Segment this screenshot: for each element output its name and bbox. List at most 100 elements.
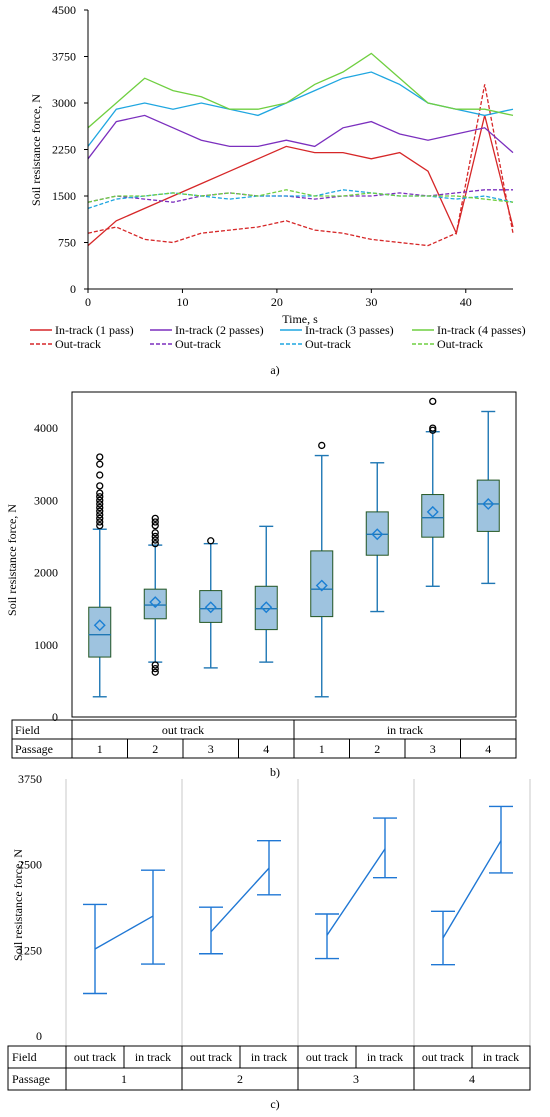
table-cell: in track [367,1050,403,1064]
outlier-point [96,500,104,508]
table-cell: out track [422,1050,464,1064]
panel-c-ylabel: Soil resistance force, N [11,849,25,961]
outlier-point [96,453,104,461]
y-tick-label: 0 [52,710,58,724]
legend-label-1: In-track (1 pass) [55,323,134,337]
box-3 [199,537,223,669]
box-body [476,479,500,532]
y-tick-label: 0 [36,1029,42,1043]
panel-a-line-chart: Soil resistance force, N 075015002250300… [29,3,526,377]
table-cell: in track [135,1050,171,1064]
box-mean-marker [315,579,328,592]
outlier-point [96,493,104,501]
x-tick-label: 30 [365,295,377,309]
series-line-1 [87,115,514,247]
box-body [254,585,278,631]
outlier-point [96,514,104,523]
y-tick-label: 2500 [18,858,42,872]
table-cell: in track [483,1050,519,1064]
box-4 [254,525,278,663]
box-mean-marker [426,505,439,518]
box-body [199,590,223,623]
outlier-point [96,518,104,526]
y-tick-label: 1500 [52,189,76,203]
table-group-cell: 4 [469,1072,475,1086]
table-cell: 1 [319,742,325,756]
box-mean-marker [482,497,495,510]
mean-connector [210,867,270,933]
outlier-point [151,540,159,548]
table-cell: 3 [208,742,214,756]
interval-group-2 [199,839,281,955]
mean-connector [442,840,502,939]
series-line-3 [87,114,514,160]
panel-a-ylabel: Soil resistance force, N [29,94,43,206]
x-tick-label: 0 [85,295,91,309]
box-mean-marker [149,596,162,609]
box-body [143,588,167,620]
outlier-point [96,471,104,479]
legend-label-3: In-track (2 passes) [175,323,264,337]
panel-b-y-ticks: 0 1000 2000 3000 4000 [34,421,58,724]
y-tick-label: 3750 [18,772,42,786]
box-body [310,550,334,618]
outlier-point [429,397,437,406]
panel-b-table: Field out track in track Passage 1 2 3 4 1 2 3 4 [11,719,517,759]
interval-group-4 [431,805,513,966]
table-row-label: Passage [12,1072,50,1086]
panel-a-y-ticks: 0 750 1500 2250 3000 3750 4500 [52,3,88,296]
box-body [421,494,445,538]
table-group-cell: 2 [237,1072,243,1086]
legend-label-5: In-track (3 passes) [305,323,394,337]
table-cell: 2 [152,742,158,756]
table-row-label: Passage [15,742,53,756]
table-cell: out track [306,1050,348,1064]
table-group-cell: in track [387,723,423,737]
table-cell: 1 [97,742,103,756]
outlier-point [151,664,159,673]
box-mean-marker [204,601,217,614]
table-row-label: Field [12,1050,37,1064]
box-mean-marker [260,601,273,614]
outlier-point [96,511,104,519]
outlier-point [207,537,215,545]
table-cell: 4 [485,742,491,756]
panel-b-box-chart: Soil resistance force, N 010002000300040… [5,391,517,779]
series-line-2 [87,84,514,247]
box-2 [143,514,167,676]
legend-label-2: Out-track [55,337,101,351]
box-1 [88,453,112,698]
outlier-point [96,496,104,504]
plot-frame [71,391,517,718]
y-tick-label: 0 [70,282,76,296]
y-tick-label: 1000 [34,638,58,652]
outlier-point [429,424,437,432]
table-cell: 4 [263,742,269,756]
panel-a-caption: a) [270,363,279,377]
box-mean-marker [371,528,384,541]
legend-label-6: Out-track [305,337,351,351]
panel-c-table: Field out track in track out track in track o… [7,1045,531,1091]
outlier-point [151,661,159,669]
legend-label-7: In-track (4 passes) [437,323,526,337]
table-group-cell: 3 [353,1072,359,1086]
panel-c-plot-area [65,779,531,1046]
y-tick-label: 3000 [34,493,58,507]
panel-c-interval-chart: Soil resistance force, N 0 1250 2500 3750 F… [7,772,531,1111]
panel-b-ylabel: Soil resistance force, N [5,504,19,616]
outlier-point [151,536,159,544]
interval-group-1 [83,869,165,995]
y-tick-label: 4000 [34,421,58,435]
interval-group-3 [315,817,397,960]
y-tick-label: 2250 [52,143,76,157]
outlier-point [96,503,104,512]
series-line-7 [87,52,514,129]
outlier-point [151,532,159,541]
box-body [88,606,112,658]
outlier-point [96,482,104,490]
table-cell: in track [251,1050,287,1064]
series-line-6 [87,189,514,210]
table-cell: out track [190,1050,232,1064]
